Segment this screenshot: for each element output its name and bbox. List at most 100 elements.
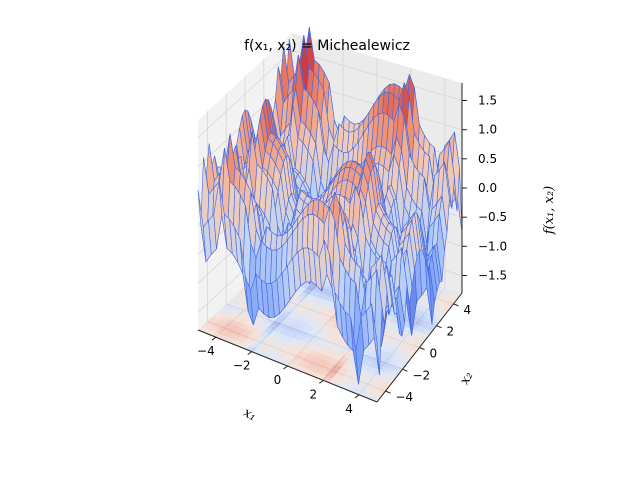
x-tick-label: 2 (309, 387, 317, 401)
contour-cell (218, 325, 230, 332)
contour-cell (422, 318, 433, 325)
contour-cell (386, 363, 397, 371)
contour-cell (281, 310, 292, 317)
contour-cell (314, 352, 326, 359)
contour-cell (215, 319, 227, 326)
contour-cell (253, 338, 264, 345)
z-tick-label: 0.5 (478, 152, 497, 166)
contour-cell (301, 357, 312, 364)
contour-cell (253, 348, 264, 355)
contour-cell (294, 354, 305, 362)
contour-cell (359, 385, 370, 393)
contour-cell (383, 367, 394, 375)
contour-cell (205, 320, 216, 326)
z-tick-label: −1.5 (478, 269, 507, 283)
contour-cell (208, 316, 220, 323)
x-tick-mark (354, 394, 360, 399)
contour-cell (315, 322, 326, 329)
contour-cell (277, 333, 288, 340)
contour-cell (328, 368, 339, 375)
contour-cell (311, 366, 322, 374)
contour-cell (226, 309, 237, 316)
contour-cell (236, 317, 247, 324)
contour-cell (294, 314, 306, 321)
contour-cell (243, 320, 254, 327)
contour-cell (263, 347, 274, 354)
contour-cell (308, 339, 319, 346)
contour-cell (299, 292, 310, 299)
contour-cell (386, 352, 397, 360)
contour-cell (242, 339, 254, 346)
contour-cell (349, 386, 360, 394)
contour-cell (290, 358, 302, 365)
contour-cell (392, 355, 403, 362)
contour-cell (335, 381, 346, 389)
contour-cell (318, 318, 329, 325)
x-tick-mark (247, 351, 252, 356)
contour-cell (274, 326, 285, 334)
x-tick-label: 4 (345, 402, 353, 416)
contour-cell (445, 289, 456, 296)
contour-cell (280, 359, 291, 366)
contour-cell (356, 389, 367, 397)
contour-cell (287, 332, 298, 339)
contour-cell (399, 336, 410, 343)
contour-cell (263, 327, 275, 335)
contour-cell (321, 365, 333, 372)
surface-plot (197, 27, 463, 385)
contour-cell (232, 330, 244, 337)
contour-cell (246, 326, 257, 333)
contour-cell (362, 370, 373, 378)
contour-cell (229, 334, 240, 341)
contour-cell (389, 348, 400, 356)
contour-cell (295, 305, 306, 312)
contour-cell (291, 318, 302, 325)
contour-cell (342, 373, 353, 381)
contour-cell (315, 302, 326, 309)
x-tick-label: −2 (233, 359, 251, 373)
contour-cell (297, 361, 309, 368)
contour-cell (225, 328, 237, 335)
contour-cell (308, 319, 319, 326)
contour-cell (385, 331, 396, 339)
contour-cell (369, 362, 380, 370)
contour-cell (233, 321, 244, 328)
x-axis-label: x₁ (241, 405, 259, 424)
contour-cell (308, 300, 320, 307)
contour-cell (311, 335, 322, 343)
contour-cell (359, 374, 370, 382)
contour-cell (325, 301, 336, 308)
contour-cell (240, 314, 251, 321)
contour-cell (298, 330, 309, 338)
contour-cell (308, 310, 319, 316)
contour-cell (335, 360, 346, 367)
contour-cell (308, 349, 319, 357)
contour-cell (297, 340, 309, 348)
contour-cell (291, 328, 302, 335)
contour-cell (284, 345, 295, 352)
contour-cell (298, 301, 309, 308)
contour-cell (345, 369, 356, 377)
contour-cell (284, 355, 295, 363)
contour-cell (325, 330, 336, 337)
contour-cell (287, 362, 298, 369)
contour-cell (284, 335, 295, 342)
contour-cell (267, 334, 278, 341)
contour-cell (304, 363, 315, 371)
contour-cell (305, 304, 316, 310)
contour-cell (321, 334, 332, 341)
contour-cell (253, 328, 264, 336)
contour-cell (315, 342, 326, 349)
contour-cell (230, 305, 241, 312)
contour-cell (302, 288, 313, 295)
contour-cell (229, 324, 240, 331)
contour-cell (365, 345, 376, 352)
contour-cell (322, 304, 333, 311)
contour-cell (280, 329, 292, 336)
contour-cell (379, 360, 390, 368)
contour-cell (432, 305, 443, 312)
contour-cell (328, 347, 339, 354)
contour-cell (246, 336, 257, 343)
contour-cell (332, 374, 343, 382)
contour-cell (233, 311, 244, 318)
